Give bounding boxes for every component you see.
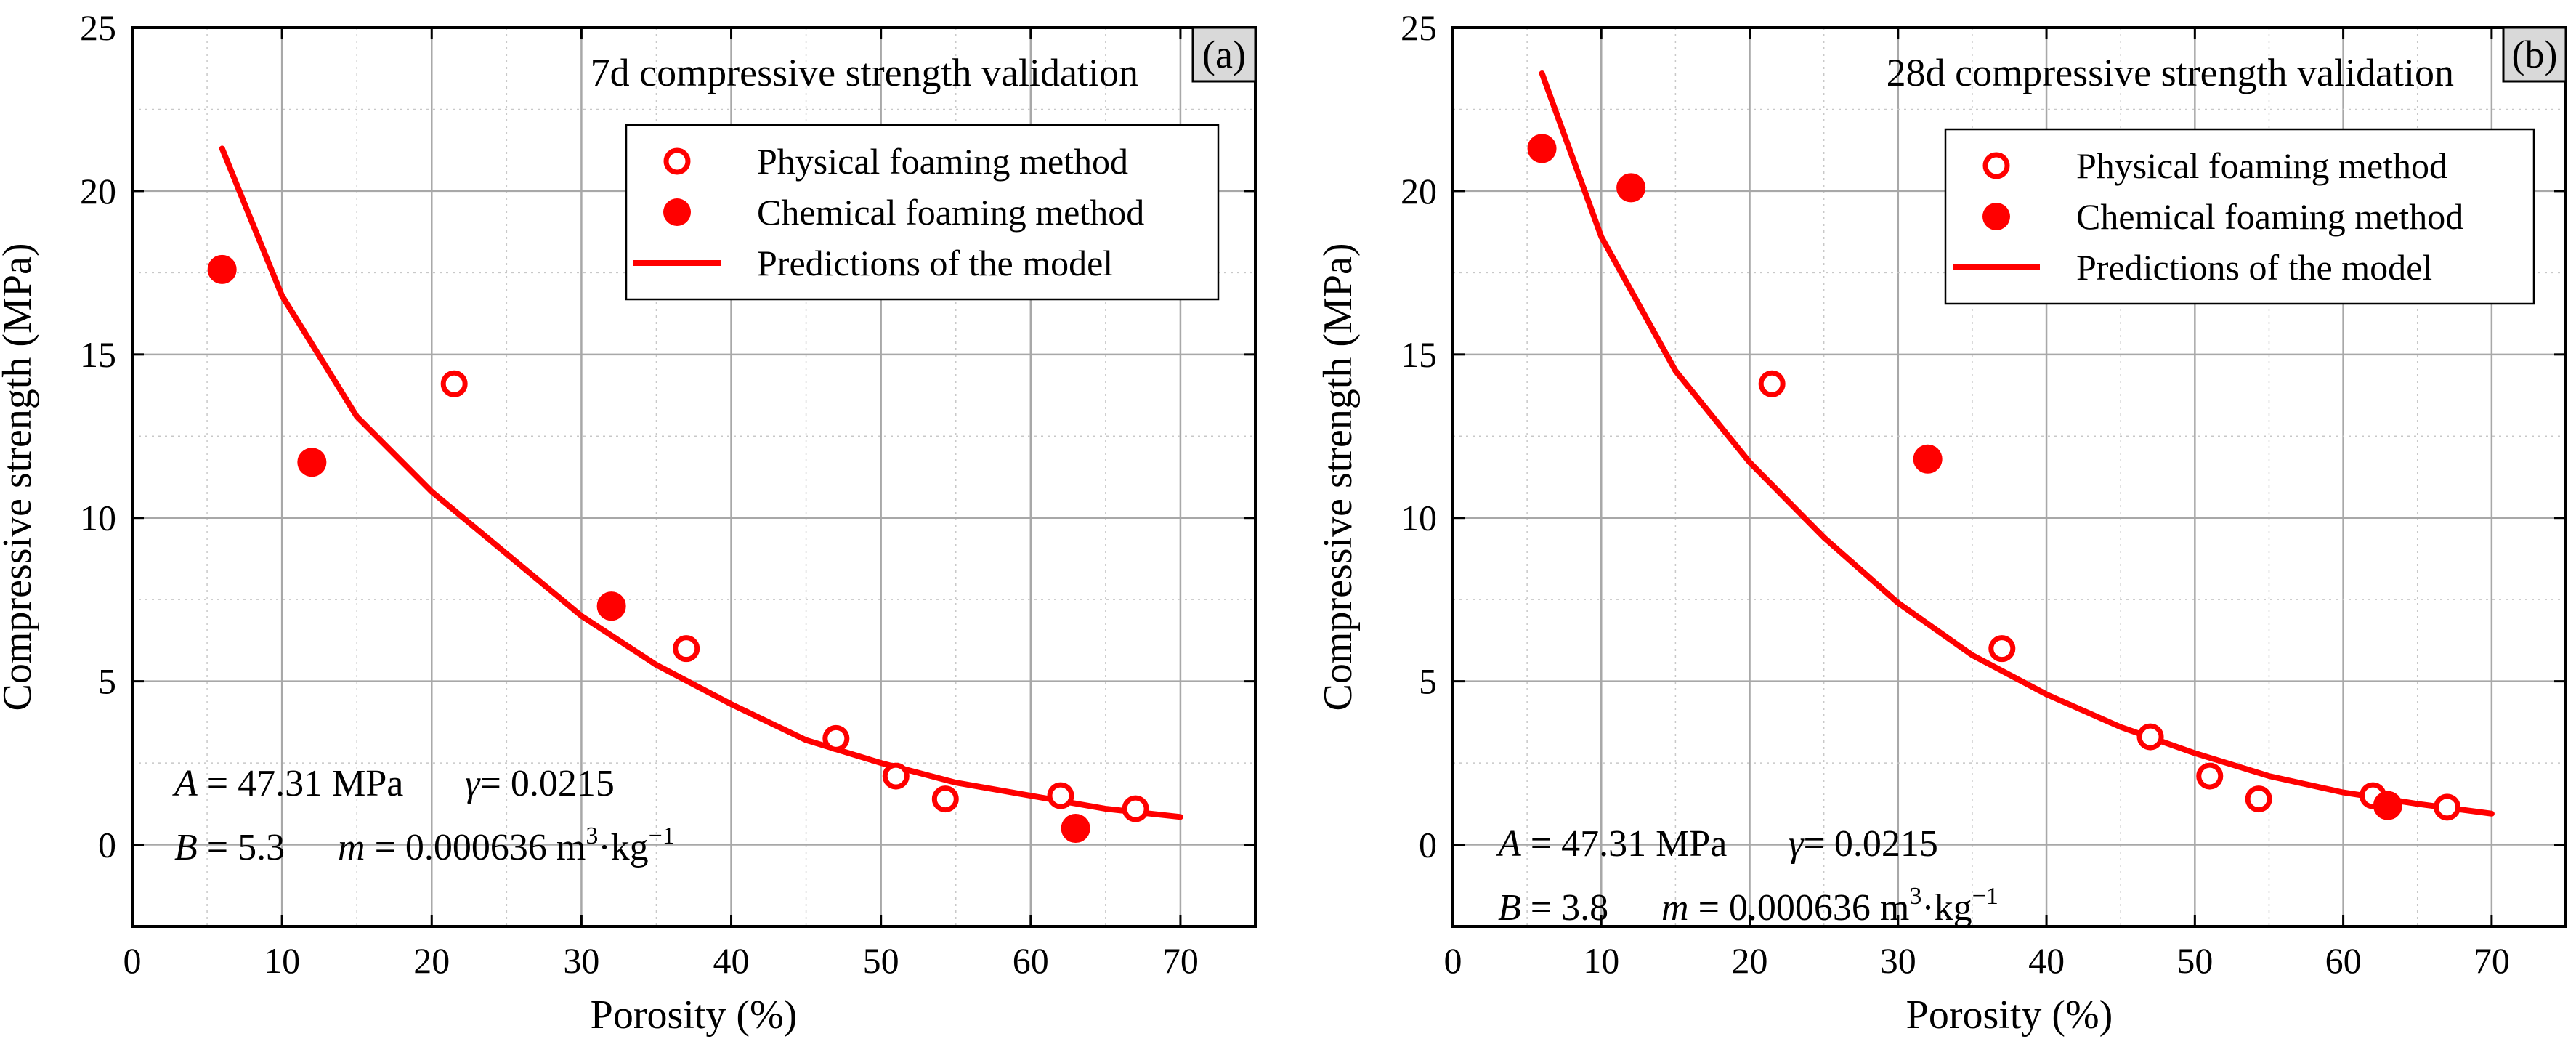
param-B-m: B = 3.8 m = 0.000636 m3·kg−1 <box>1498 883 1998 929</box>
y-tick-label: 15 <box>1401 334 1437 375</box>
x-tick-label: 50 <box>863 940 899 981</box>
param-B-m: B = 5.3 m = 0.000636 m3·kg−1 <box>174 822 675 868</box>
x-tick-label: 50 <box>2176 940 2213 981</box>
chart-panel-b: 0 10 20 30 40 50 60 70 0 5 10 15 20 25 Porosity (%) Com… <box>1316 7 2567 1038</box>
chart-title: 28d compressive strength validation <box>1887 51 2454 94</box>
physical-point <box>931 785 959 813</box>
physical-point <box>882 762 910 790</box>
chemical-point <box>207 254 237 284</box>
physical-point <box>1047 782 1074 809</box>
y-tick-label: 5 <box>1419 661 1437 702</box>
legend-label: Predictions of the model <box>2076 247 2432 288</box>
x-tick-label: 70 <box>2474 940 2510 981</box>
chemical-point <box>596 591 626 621</box>
x-tick-label: 0 <box>1444 940 1462 981</box>
y-tick-label: 0 <box>1419 825 1437 865</box>
y-tick-label: 10 <box>80 498 116 538</box>
legend-box <box>625 124 1220 301</box>
physical-point <box>2434 793 2461 821</box>
x-tick-label: 40 <box>713 940 750 981</box>
panel-tag-box <box>2502 26 2567 83</box>
panel-tag-box <box>1191 26 1257 83</box>
physical-point <box>2196 762 2224 790</box>
legend-chemical-marker <box>1982 203 2010 230</box>
y-axis-title: Compressive strength (MPa) <box>0 243 40 711</box>
physical-point <box>673 635 700 663</box>
panel-tag: (b) <box>2502 26 2567 83</box>
y-tick-label: 10 <box>1401 498 1437 538</box>
physical-point <box>1758 370 1786 397</box>
model-prediction-line <box>219 145 1183 820</box>
x-tick-label: 10 <box>264 940 300 981</box>
model-parameters: A = 47.31 MPa γ= 0.0215 B = 5.3 m = 0.00063… <box>172 763 675 868</box>
chemical-point <box>1616 173 1646 203</box>
x-tick-label: 30 <box>563 940 599 981</box>
legend-physical-marker <box>1982 152 2010 179</box>
y-tick-label: 25 <box>80 7 116 48</box>
x-tick-label: 10 <box>1583 940 1619 981</box>
legend-label: Physical foaming method <box>2076 145 2447 186</box>
x-axis-title: Porosity (%) <box>591 993 798 1038</box>
legend-physical-marker <box>663 147 691 175</box>
x-tick-label: 60 <box>1013 940 1049 981</box>
x-tick-label: 30 <box>1880 940 1916 981</box>
param-A-gamma: A = 47.31 MPa γ= 0.0215 <box>172 763 615 804</box>
x-axis: 0 10 20 30 40 50 60 70 <box>123 28 1199 981</box>
y-tick-label: 25 <box>1401 7 1437 48</box>
model-prediction-line <box>1539 70 2495 817</box>
legend-label: Chemical foaming method <box>757 192 1144 233</box>
physical-point <box>2136 723 2164 751</box>
legend-label: Physical foaming method <box>757 141 1128 182</box>
x-tick-label: 20 <box>413 940 450 981</box>
y-tick-label: 0 <box>98 825 116 865</box>
chemical-point <box>1913 444 1943 474</box>
chemical-point <box>1061 814 1090 844</box>
chart-panel-a: 0 10 20 30 40 50 60 70 0 5 10 15 20 25 Porosity (%) Com… <box>0 7 1257 1038</box>
y-axis: 0 5 10 15 20 25 <box>80 7 1255 865</box>
legend-box <box>1944 128 2535 305</box>
physical-point <box>822 724 850 752</box>
param-A-gamma: A = 47.31 MPa γ= 0.0215 <box>1496 823 1938 865</box>
x-axis: 0 10 20 30 40 50 60 70 <box>1444 28 2510 981</box>
panel-tag-label: (a) <box>1202 33 1246 76</box>
model-parameters: A = 47.31 MPa γ= 0.0215 B = 3.8 m = 0.00063… <box>1496 823 1998 929</box>
physical-point <box>1988 635 2016 663</box>
y-axis-title: Compressive strength (MPa) <box>1316 243 1361 711</box>
chemical-point <box>297 448 327 477</box>
y-tick-label: 20 <box>80 171 116 211</box>
physical-point <box>1122 795 1149 822</box>
plot-frame <box>131 26 1257 928</box>
x-tick-label: 0 <box>123 940 142 981</box>
legend-label: Predictions of the model <box>757 243 1113 283</box>
y-tick-label: 20 <box>1401 171 1437 211</box>
x-tick-label: 60 <box>2325 940 2362 981</box>
legend-label: Chemical foaming method <box>2076 196 2463 237</box>
panel-tag: (a) <box>1191 26 1257 83</box>
chemical-point <box>2373 791 2402 820</box>
physical-point <box>2245 785 2272 813</box>
x-tick-label: 40 <box>2028 940 2065 981</box>
x-tick-label: 20 <box>1732 940 1768 981</box>
physical-point <box>440 370 468 397</box>
legend-chemical-marker <box>663 198 691 226</box>
legend: Physical foaming method Chemical foaming … <box>625 124 1220 301</box>
legend: Physical foaming method Chemical foaming … <box>1944 128 2535 305</box>
y-tick-label: 5 <box>98 661 116 702</box>
x-tick-label: 70 <box>1162 940 1199 981</box>
plot-frame <box>1451 26 2567 928</box>
panel-tag-label: (b) <box>2512 33 2558 76</box>
y-tick-label: 15 <box>80 334 116 375</box>
x-axis-title: Porosity (%) <box>1906 993 2113 1038</box>
chart-title: 7d compressive strength validation <box>591 51 1138 94</box>
chemical-point <box>1527 134 1557 163</box>
